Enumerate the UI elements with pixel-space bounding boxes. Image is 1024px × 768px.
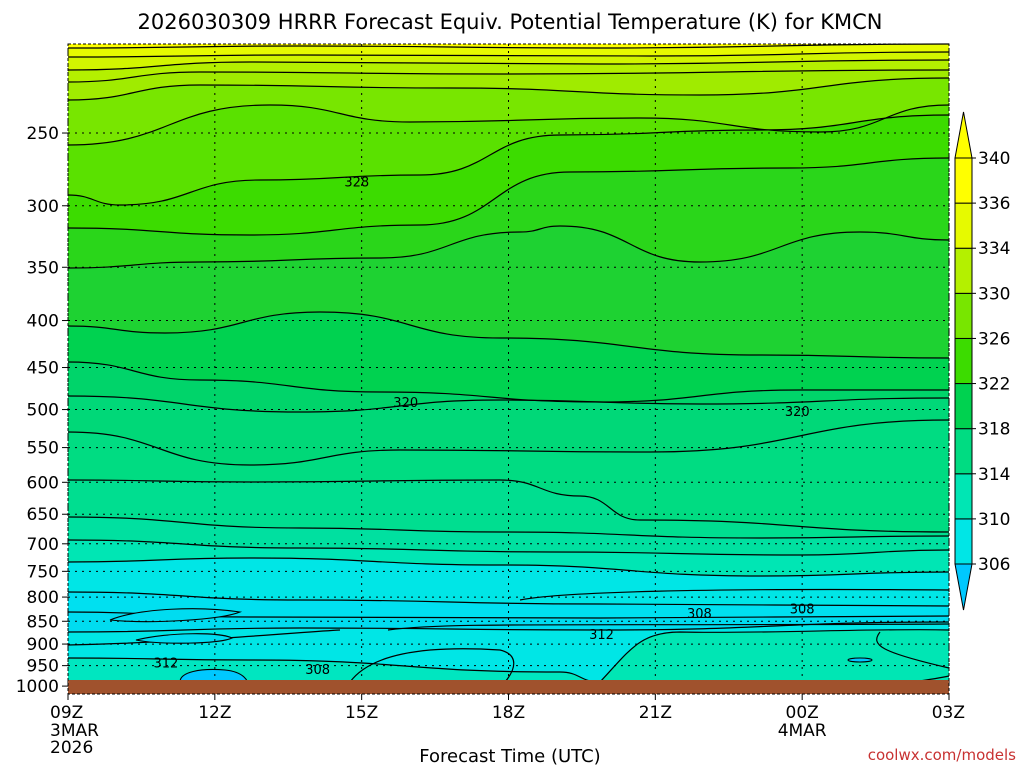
contour-line [67,621,950,633]
contour-line [519,588,950,601]
x-tick-label: 18Z [492,703,525,723]
plot-area: 328 320 320 308 308 312 312 308 [67,43,950,695]
colorbar-extend-top [954,111,973,159]
contour-line [599,629,950,683]
x-axis-label: Forecast Time (UTC) [419,746,600,767]
contour-pocket [847,657,873,663]
colorbar-label: 322 [978,375,1010,395]
contour-line [387,623,950,631]
colorbar-label: 340 [978,149,1010,169]
colorbar-swatch [954,292,973,339]
watermark: coolwx.com/models [868,746,1016,764]
y-tick-label: 650 [27,505,59,525]
y-tick-label: 500 [27,401,59,421]
contour-label: 312 [589,628,614,643]
contour-label: 320 [785,405,810,420]
colorbar-label: 334 [978,239,1010,259]
colorbar-label: 318 [978,420,1010,440]
y-tick-label: 900 [27,635,59,655]
x-tick-label: 00Z [786,703,819,723]
colorbar-label: 326 [978,329,1010,349]
contour-line [67,104,950,146]
colorbar-label: 314 [978,465,1010,485]
colorbar-swatch [954,518,973,565]
y-tick-label: 700 [27,535,59,555]
contour-line [67,311,950,359]
x-tick-label: 21Z [639,703,672,723]
x-tick-sublabel: 2026 [50,738,93,758]
contour-line [67,43,950,49]
colorbar-swatch [954,473,973,520]
contour-band [600,629,949,694]
colorbar-swatch [954,337,973,385]
x-tick-label: 03Z [932,703,965,723]
colorbar-swatch [954,157,973,204]
x-tick-sublabel: 4MAR [778,721,827,741]
ground-bar [68,680,949,694]
colorbar-swatch [954,428,973,475]
contour-label: 308 [790,602,815,617]
contour-line [67,591,950,607]
contour-pocket [135,633,234,644]
y-tick-label: 800 [27,588,59,608]
colorbar-swatch [954,202,973,249]
y-tick-label: 950 [27,657,59,677]
contour-line [67,51,950,58]
contour-label: 312 [153,657,178,672]
colorbar-extend-bottom [954,563,973,611]
y-tick-label: 450 [27,359,59,379]
y-tick-label: 1000 [16,677,59,697]
y-tick-label: 550 [27,439,59,459]
colorbar-label: 330 [978,284,1010,304]
contour-line [67,361,949,403]
x-tick-label: 09Z [50,703,83,723]
y-tick-label: 400 [27,312,59,332]
contour-line [67,657,601,683]
y-axis: 250 300 350 400 450 500 550 600 650 700 750 800 850 9… [16,124,68,697]
contour-line [67,59,950,71]
contour-label: 308 [687,607,712,622]
contour-line [67,225,950,269]
colorbar-swatch [954,247,973,294]
colorbar-swatch [954,383,973,430]
contour-line [67,114,950,206]
y-tick-label: 300 [27,197,59,217]
contour-line [67,516,950,539]
contour-line [67,395,950,413]
colorbar-label: 336 [978,194,1010,214]
chart-title: 2026030309 HRRR Forecast Equiv. Potentia… [138,10,883,34]
contour-line [67,539,950,556]
contour-label: 320 [393,396,418,411]
contour-line [67,157,950,236]
contour-line [67,557,950,577]
contour-labels: 328 320 320 308 308 312 312 308 [153,175,815,678]
contour-line [67,419,950,466]
y-tick-label: 850 [27,612,59,632]
y-tick-label: 250 [27,124,59,144]
y-tick-label: 600 [27,473,59,493]
contour-line [67,629,341,646]
contour-line [876,631,950,669]
colorbar-label: 310 [978,510,1010,530]
contour-line [67,77,950,101]
contour-line [67,69,950,83]
y-tick-label: 350 [27,258,59,278]
y-tick-label: 750 [27,562,59,582]
colorbar: 306 310 314 318 322 326 330 334 336 340 [954,111,1010,611]
colorbar-label: 306 [978,555,1010,575]
contour-lines [67,43,950,685]
x-tick-sublabel: 3MAR [50,721,99,741]
contour-label: 308 [305,663,330,678]
x-tick-label: 12Z [198,703,231,723]
x-tick-label: 15Z [345,703,378,723]
contour-label: 328 [344,175,369,190]
